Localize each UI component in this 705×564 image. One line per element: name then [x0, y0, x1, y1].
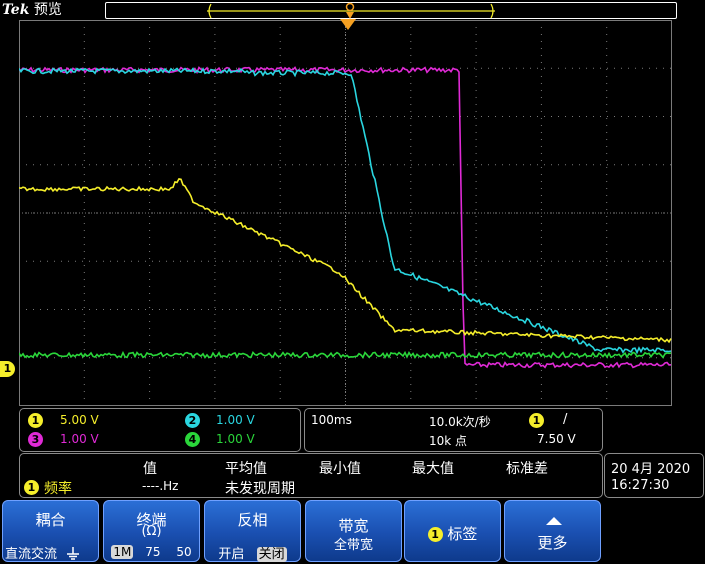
trace-channel-4 — [19, 350, 672, 359]
record-window-indicator[interactable] — [205, 2, 505, 22]
ch4-badge: 4 — [185, 432, 200, 447]
termination-75[interactable]: 75 — [145, 545, 161, 559]
invert-title: 反相 — [237, 511, 268, 529]
termination-title: 终端 — [136, 511, 167, 529]
termination-1m[interactable]: 1M — [111, 545, 134, 559]
bandwidth-title: 带宽 — [338, 517, 369, 535]
ground-icon[interactable] — [65, 546, 81, 560]
label-button[interactable]: 1 标签 — [404, 500, 501, 562]
ch4-scale: 1.00 V — [216, 432, 255, 446]
record-view-bar[interactable] — [105, 2, 677, 19]
trigger-position-marker[interactable] — [337, 18, 359, 32]
termination-unit: (Ω) — [141, 524, 162, 539]
acquisition-mode: 预览 — [33, 2, 62, 18]
termination-button[interactable]: 终端 (Ω) 1M 75 50 — [103, 500, 200, 562]
time-display: 16:27:30 — [611, 478, 670, 493]
trigger-source-badge: 1 — [529, 413, 544, 428]
trigger-level-value: 7.50 V — [537, 432, 576, 446]
datetime-panel: 20 4月 2020 16:27:30 — [604, 453, 704, 498]
measure-header-value: 值 — [143, 461, 157, 477]
measure-header-max: 最大值 — [412, 461, 454, 477]
trigger-slope-icon: / — [563, 412, 568, 427]
channel-1-ground-marker[interactable]: 1 — [0, 361, 15, 377]
brand-logo: Tek — [2, 2, 30, 18]
ch2-badge: 2 — [185, 413, 200, 428]
waveform-graticule[interactable] — [19, 20, 672, 406]
measure-header-min: 最小值 — [319, 461, 361, 477]
timebase-value: 100ms — [311, 413, 352, 427]
bandwidth-button[interactable]: 带宽 全带宽 — [305, 500, 402, 562]
termination-50[interactable]: 50 — [176, 545, 192, 559]
label-channel-badge: 1 — [427, 527, 443, 542]
invert-button[interactable]: 反相 开启 关闭 — [204, 500, 301, 562]
record-length-value: 10k 点 — [429, 434, 468, 448]
invert-on[interactable]: 开启 — [218, 547, 245, 562]
ch3-scale: 1.00 V — [60, 432, 99, 446]
ch2-scale: 1.00 V — [216, 413, 255, 427]
invert-off[interactable]: 关闭 — [256, 547, 287, 562]
measure-header-stddev: 标准差 — [506, 461, 548, 477]
bandwidth-value: 全带宽 — [333, 538, 373, 553]
trace-channel-1 — [19, 178, 672, 344]
chevron-up-icon — [546, 517, 562, 525]
measurement-source-badge: 1 — [24, 480, 39, 495]
measurement-name: 频率 — [44, 481, 72, 497]
brand-header: Tek 预览 — [2, 0, 62, 20]
trace-channel-2 — [19, 67, 672, 355]
label-title: 标签 — [447, 525, 478, 543]
measurement-status: 未发现周期 — [225, 481, 295, 497]
measure-header-mean: 平均值 — [225, 461, 267, 477]
measurement-value: ----.Hz — [142, 479, 179, 493]
more-title: 更多 — [537, 534, 568, 552]
coupling-dc[interactable]: 直流 — [5, 547, 32, 562]
more-button[interactable]: 更多 — [504, 500, 601, 562]
ch1-scale: 5.00 V — [60, 413, 99, 427]
acquisition-panel[interactable]: 100ms 10.0k次/秒 10k 点 1 / 7.50 V — [304, 408, 603, 452]
sample-rate-value: 10.0k次/秒 — [429, 415, 491, 429]
ch1-badge: 1 — [28, 413, 43, 428]
ch3-badge: 3 — [28, 432, 43, 447]
coupling-title: 耦合 — [35, 511, 66, 529]
channel-scale-panel[interactable]: 1 5.00 V 2 1.00 V 3 1.00 V 4 1.00 V — [19, 408, 301, 452]
coupling-ac[interactable]: 交流 — [31, 547, 58, 562]
measurement-panel[interactable]: 值 平均值 最小值 最大值 标准差 1 频率 ----.Hz 未发现周期 — [19, 453, 603, 498]
trace-channel-3 — [19, 66, 672, 369]
date-display: 20 4月 2020 — [611, 462, 691, 477]
coupling-button[interactable]: 耦合 直流交流 — [2, 500, 99, 562]
